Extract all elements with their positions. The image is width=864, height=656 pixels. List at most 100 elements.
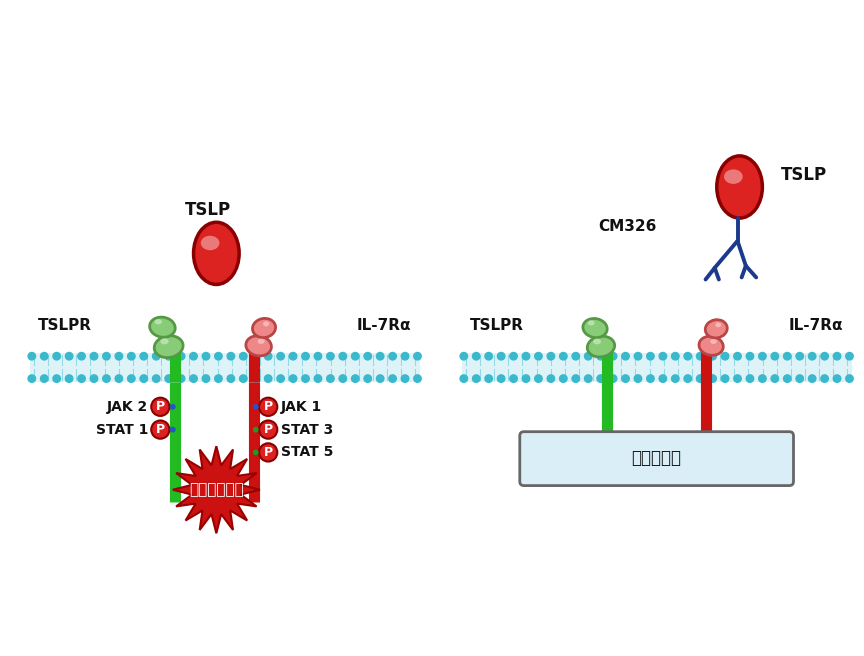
Ellipse shape	[252, 318, 276, 338]
Circle shape	[339, 352, 346, 360]
Circle shape	[214, 352, 222, 360]
Circle shape	[572, 352, 580, 360]
Circle shape	[202, 375, 210, 382]
Circle shape	[460, 375, 467, 382]
Text: TSLPR: TSLPR	[38, 318, 92, 333]
Circle shape	[460, 352, 467, 360]
Circle shape	[66, 375, 73, 382]
Ellipse shape	[257, 338, 264, 344]
Circle shape	[597, 375, 605, 382]
Ellipse shape	[246, 336, 271, 356]
Circle shape	[560, 375, 567, 382]
Circle shape	[377, 375, 384, 382]
Circle shape	[784, 375, 791, 382]
Circle shape	[239, 375, 247, 382]
Circle shape	[671, 375, 679, 382]
Circle shape	[784, 352, 791, 360]
FancyBboxPatch shape	[461, 353, 852, 382]
Text: STAT 5: STAT 5	[281, 445, 333, 459]
Circle shape	[485, 352, 492, 360]
Text: P: P	[264, 400, 273, 413]
Text: IL-7Rα: IL-7Rα	[357, 318, 411, 333]
Circle shape	[821, 375, 829, 382]
Text: P: P	[264, 446, 273, 459]
Circle shape	[659, 352, 667, 360]
Text: TSLP: TSLP	[185, 201, 231, 219]
Circle shape	[377, 352, 384, 360]
Circle shape	[510, 352, 518, 360]
Text: P: P	[264, 423, 273, 436]
Circle shape	[622, 352, 629, 360]
Circle shape	[170, 404, 175, 410]
Circle shape	[401, 375, 409, 382]
Circle shape	[833, 352, 841, 360]
Circle shape	[264, 352, 272, 360]
Text: IL-7Rα: IL-7Rα	[789, 318, 843, 333]
Circle shape	[276, 352, 284, 360]
Text: CM326: CM326	[598, 219, 657, 234]
Circle shape	[684, 375, 691, 382]
Circle shape	[115, 352, 123, 360]
Circle shape	[152, 375, 160, 382]
Text: JAK 1: JAK 1	[281, 400, 322, 414]
Circle shape	[547, 375, 555, 382]
Circle shape	[759, 375, 766, 382]
Circle shape	[128, 352, 135, 360]
Text: 促炎信號傳導: 促炎信號傳導	[189, 482, 244, 497]
Circle shape	[414, 375, 422, 382]
Circle shape	[522, 375, 530, 382]
Ellipse shape	[699, 337, 723, 356]
Circle shape	[253, 426, 258, 432]
Circle shape	[473, 375, 480, 382]
Circle shape	[597, 352, 605, 360]
Circle shape	[339, 375, 346, 382]
Circle shape	[78, 352, 86, 360]
Circle shape	[389, 352, 397, 360]
Circle shape	[276, 375, 284, 382]
Circle shape	[152, 352, 160, 360]
Circle shape	[547, 352, 555, 360]
Ellipse shape	[155, 319, 162, 325]
Circle shape	[41, 352, 48, 360]
Circle shape	[584, 375, 592, 382]
Circle shape	[259, 420, 277, 439]
Circle shape	[671, 352, 679, 360]
Circle shape	[170, 426, 175, 432]
Circle shape	[177, 375, 185, 382]
Circle shape	[165, 375, 173, 382]
Circle shape	[846, 352, 854, 360]
Circle shape	[115, 375, 123, 382]
Circle shape	[78, 375, 86, 382]
Circle shape	[53, 375, 60, 382]
FancyBboxPatch shape	[29, 353, 420, 382]
Circle shape	[622, 375, 629, 382]
Circle shape	[252, 375, 259, 382]
Circle shape	[696, 375, 704, 382]
Circle shape	[259, 398, 277, 416]
Circle shape	[646, 352, 654, 360]
Circle shape	[609, 375, 617, 382]
Circle shape	[151, 398, 169, 416]
Circle shape	[314, 352, 321, 360]
Circle shape	[53, 352, 60, 360]
Circle shape	[796, 352, 804, 360]
Circle shape	[140, 352, 148, 360]
Circle shape	[389, 375, 397, 382]
Circle shape	[128, 375, 135, 382]
Circle shape	[352, 375, 359, 382]
Circle shape	[364, 352, 372, 360]
Circle shape	[90, 352, 98, 360]
Circle shape	[771, 375, 778, 382]
Circle shape	[473, 352, 480, 360]
Ellipse shape	[717, 156, 762, 218]
Ellipse shape	[194, 222, 239, 285]
Circle shape	[746, 352, 753, 360]
Circle shape	[401, 352, 409, 360]
Circle shape	[227, 375, 235, 382]
Circle shape	[846, 375, 854, 382]
Circle shape	[684, 352, 691, 360]
Ellipse shape	[593, 338, 601, 344]
Circle shape	[833, 375, 841, 382]
Circle shape	[535, 375, 543, 382]
Circle shape	[522, 352, 530, 360]
